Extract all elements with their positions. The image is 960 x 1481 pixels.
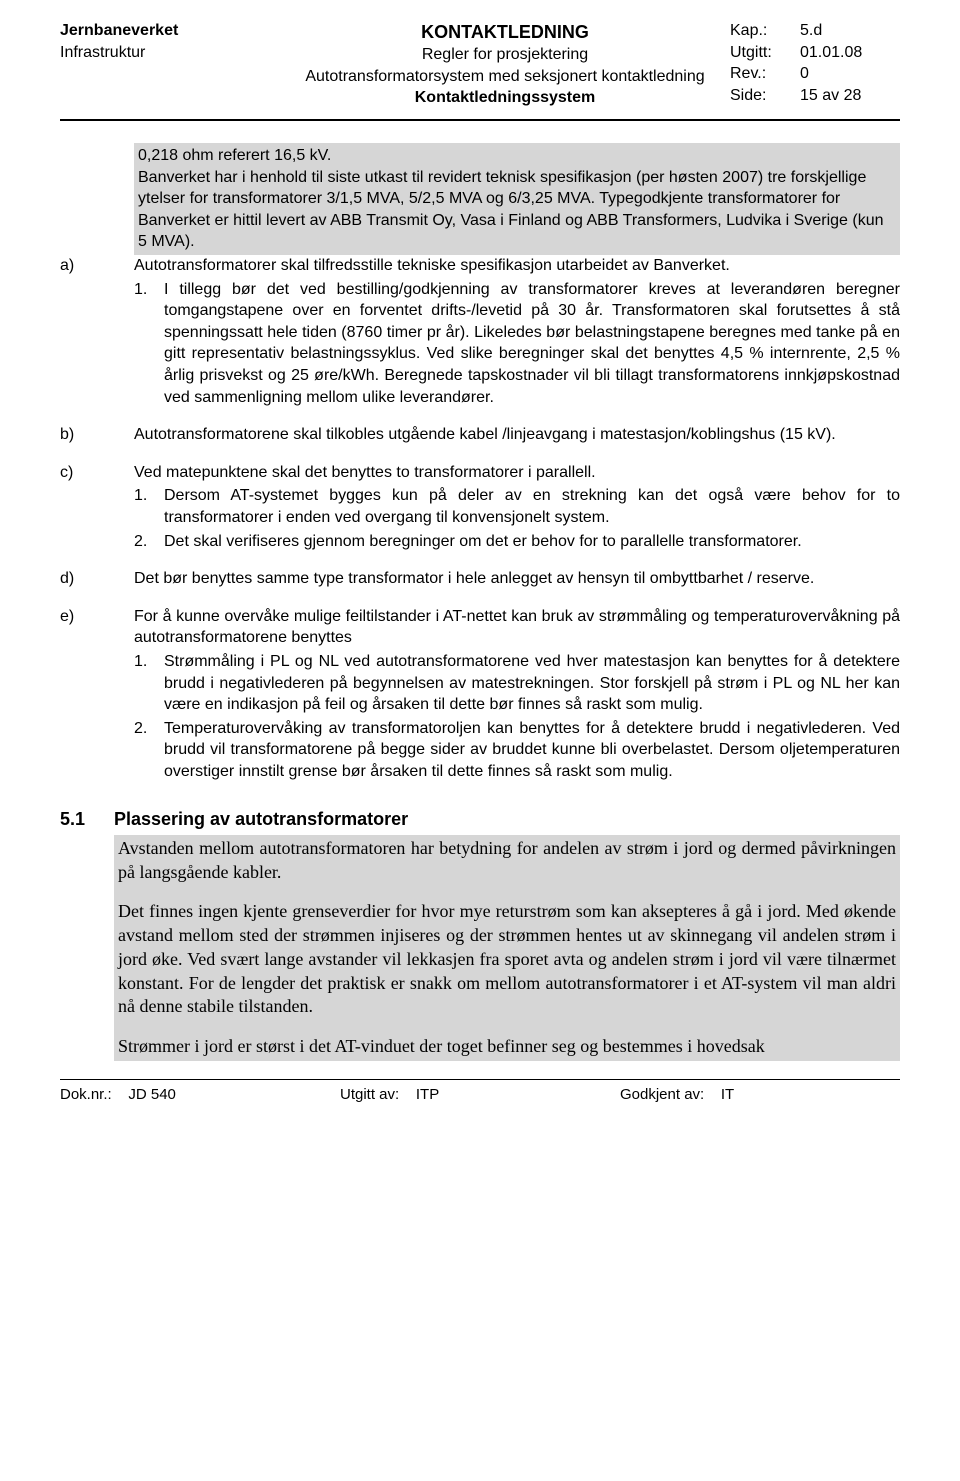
meta-utgitt: Utgitt: 01.01.08 [730, 42, 900, 64]
section-num: 5.1 [60, 807, 114, 831]
marker-b: b) [60, 424, 92, 446]
doknr-value: JD 540 [128, 1086, 176, 1103]
footer-left: Dok.nr.: JD 540 [60, 1086, 340, 1103]
e-sub1-marker: 1. [134, 651, 164, 716]
e-intro: For å kunne overvåke mulige feiltilstand… [134, 606, 900, 649]
content-body: 0,218 ohm referert 16,5 kV. Banverket ha… [60, 143, 900, 1061]
kap-value: 5.d [800, 20, 900, 42]
item-d: d) Det bør benyttes samme type transform… [60, 568, 900, 590]
marker-c: c) [60, 462, 92, 552]
page-footer: Dok.nr.: JD 540 Utgitt av: ITP Godkjent … [60, 1086, 900, 1103]
header-center: KONTAKTLEDNING Regler for prosjektering … [280, 20, 730, 109]
a-sub1: 1. I tillegg bør det ved bestilling/godk… [134, 279, 900, 409]
c-intro: Ved matepunktene skal det benyttes to tr… [134, 462, 900, 484]
dept-name: Infrastruktur [60, 42, 280, 64]
footer-center: Utgitt av: ITP [340, 1086, 620, 1103]
meta-side: Side: 15 av 28 [730, 85, 900, 107]
rev-value: 0 [800, 63, 900, 85]
page-header: Jernbaneverket Infrastruktur KONTAKTLEDN… [60, 20, 900, 109]
e-sub2-body: Temperaturovervåking av transformatorolj… [164, 718, 900, 783]
intro-wrapper: 0,218 ohm referert 16,5 kV. Banverket ha… [60, 143, 900, 255]
body-b: Autotransformatorene skal tilkobles utgå… [92, 424, 900, 446]
a-intro: Autotransformatorer skal tilfredsstille … [134, 255, 900, 277]
box2-p1: Avstanden mellom autotransformatoren har… [118, 837, 896, 885]
gray-box-1: 0,218 ohm referert 16,5 kV. Banverket ha… [134, 143, 900, 255]
section-5-1-heading: 5.1 Plassering av autotransformatorer [60, 807, 900, 831]
utgitt-label: Utgitt: [730, 42, 800, 64]
org-name: Jernbaneverket [60, 20, 280, 42]
kap-label: Kap.: [730, 20, 800, 42]
document-page: Jernbaneverket Infrastruktur KONTAKTLEDN… [0, 0, 960, 1481]
c-sub2-marker: 2. [134, 531, 164, 553]
c-sub1: 1. Dersom AT-systemet bygges kun på dele… [134, 485, 900, 528]
c-sub2-body: Det skal verifiseres gjennom beregninger… [164, 531, 900, 553]
e-sub1: 1. Strømmåling i PL og NL ved autotransf… [134, 651, 900, 716]
item-c: c) Ved matepunktene skal det benyttes to… [60, 462, 900, 552]
marker-d: d) [60, 568, 92, 590]
rev-label: Rev.: [730, 63, 800, 85]
c-sub2: 2. Det skal verifiseres gjennom beregnin… [134, 531, 900, 553]
side-label: Side: [730, 85, 800, 107]
box1-p2: Banverket har i henhold til siste utkast… [138, 167, 896, 253]
c-sub1-body: Dersom AT-systemet bygges kun på deler a… [164, 485, 900, 528]
doc-sub3: Kontaktledningssystem [280, 87, 730, 109]
header-meta: Kap.: 5.d Utgitt: 01.01.08 Rev.: 0 Side:… [730, 20, 900, 109]
header-rule [60, 119, 900, 121]
item-b: b) Autotransformatorene skal tilkobles u… [60, 424, 900, 446]
utgittav-label: Utgitt av: [340, 1086, 399, 1103]
meta-kap: Kap.: 5.d [730, 20, 900, 42]
section-5-1-body: Avstanden mellom autotransformatoren har… [60, 835, 900, 1061]
marker-a: a) [60, 255, 92, 408]
utgitt-value: 01.01.08 [800, 42, 900, 64]
box2-p3: Strømmer i jord er størst i det AT-vindu… [118, 1035, 896, 1059]
doc-sub1: Regler for prosjektering [280, 44, 730, 66]
item-e: e) For å kunne overvåke mulige feiltilst… [60, 606, 900, 783]
box2-p2: Det finnes ingen kjente grenseverdier fo… [118, 900, 896, 1019]
utgittav-value: ITP [416, 1086, 439, 1103]
godkjent-value: IT [721, 1086, 734, 1103]
body-e: For å kunne overvåke mulige feiltilstand… [92, 606, 900, 783]
footer-right: Godkjent av: IT [620, 1086, 900, 1103]
a-sub1-marker: 1. [134, 279, 164, 409]
side-value: 15 av 28 [800, 85, 900, 107]
e-sub2-marker: 2. [134, 718, 164, 783]
section-title: Plassering av autotransformatorer [114, 807, 900, 831]
c-sub1-marker: 1. [134, 485, 164, 528]
a-sub1-body: I tillegg bør det ved bestilling/godkjen… [164, 279, 900, 409]
gray-box-2: Avstanden mellom autotransformatoren har… [114, 835, 900, 1061]
marker-e: e) [60, 606, 92, 783]
doc-sub2: Autotransformatorsystem med seksjonert k… [280, 66, 730, 88]
godkjent-label: Godkjent av: [620, 1086, 704, 1103]
header-left: Jernbaneverket Infrastruktur [60, 20, 280, 109]
e-sub2: 2. Temperaturovervåking av transformator… [134, 718, 900, 783]
body-d: Det bør benyttes samme type transformato… [92, 568, 900, 590]
doc-title: KONTAKTLEDNING [280, 20, 730, 44]
footer-rule [60, 1079, 900, 1080]
item-a: a) Autotransformatorer skal tilfredsstil… [60, 255, 900, 408]
e-sub1-body: Strømmåling i PL og NL ved autotransform… [164, 651, 900, 716]
body-c: Ved matepunktene skal det benyttes to tr… [92, 462, 900, 552]
meta-rev: Rev.: 0 [730, 63, 900, 85]
box1-p1: 0,218 ohm referert 16,5 kV. [138, 145, 896, 167]
body-a: Autotransformatorer skal tilfredsstille … [92, 255, 900, 408]
doknr-label: Dok.nr.: [60, 1086, 112, 1103]
